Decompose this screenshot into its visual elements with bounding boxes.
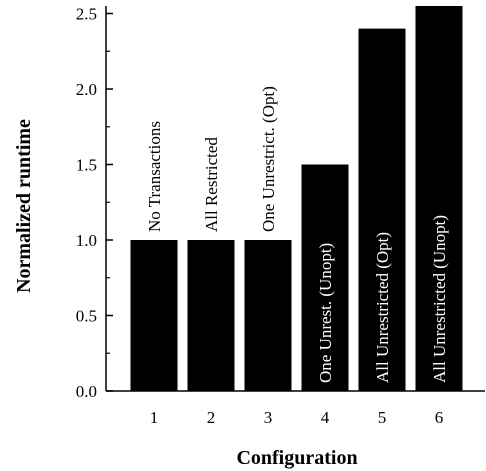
y-tick-label: 1.5	[76, 156, 97, 175]
y-tick-label: 0.0	[76, 382, 97, 401]
x-tick-label: 6	[435, 408, 444, 427]
x-tick-label: 4	[321, 408, 330, 427]
bar-4	[301, 164, 349, 391]
bar-label-1: No Transactions	[145, 121, 164, 232]
y-axis-title: Normalized runtime	[13, 119, 35, 293]
bar-label-5: All Unrestricted (Opt)	[373, 232, 392, 383]
x-tick-label: 5	[378, 408, 387, 427]
y-tick-label: 2.5	[76, 5, 97, 24]
bar-label-4: One Unrest. (Unopt)	[316, 243, 335, 383]
bar-1	[130, 240, 178, 391]
bar-5	[358, 28, 406, 391]
y-axis: 0.0 0.5 1.0 1.5 2.0 2.5	[76, 5, 113, 401]
bar-6	[415, 6, 463, 391]
bar-label-3: One Unrestrict. (Opt)	[259, 86, 278, 232]
bar-label-6: All Unrestricted (Unopt)	[430, 215, 449, 383]
x-tick-label: 3	[264, 408, 273, 427]
bar-2	[187, 240, 235, 391]
x-axis-title: Configuration	[236, 447, 357, 469]
y-tick-label: 0.5	[76, 307, 97, 326]
bar-3	[244, 240, 292, 391]
bars: No Transactions All Restricted One Unrestr…	[130, 6, 463, 391]
x-axis: 1 2 3 4 5 6	[106, 390, 485, 427]
bar-label-2: All Restricted	[202, 137, 221, 232]
y-tick-label: 2.0	[76, 80, 97, 99]
x-tick-label: 1	[150, 408, 159, 427]
x-tick-label: 2	[207, 408, 216, 427]
y-tick-label: 1.0	[76, 231, 97, 250]
